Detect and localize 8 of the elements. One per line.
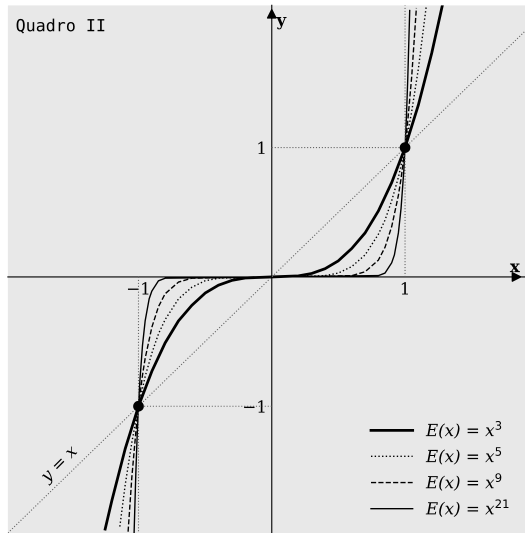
annotation: y = x xyxy=(40,446,80,486)
y-axis-title: y xyxy=(276,17,287,30)
legend-label: E(x) = x$^{9}$ xyxy=(426,473,502,491)
legend-label: E(x) = x$^{21}$ xyxy=(426,499,508,518)
legend-label: E(x) = x$^{5}$ xyxy=(426,447,502,465)
x-axis-title: x xyxy=(510,264,520,272)
legend-label: E(x) = x$^{3}$ xyxy=(426,421,502,439)
text: Quadro II xyxy=(16,18,104,34)
